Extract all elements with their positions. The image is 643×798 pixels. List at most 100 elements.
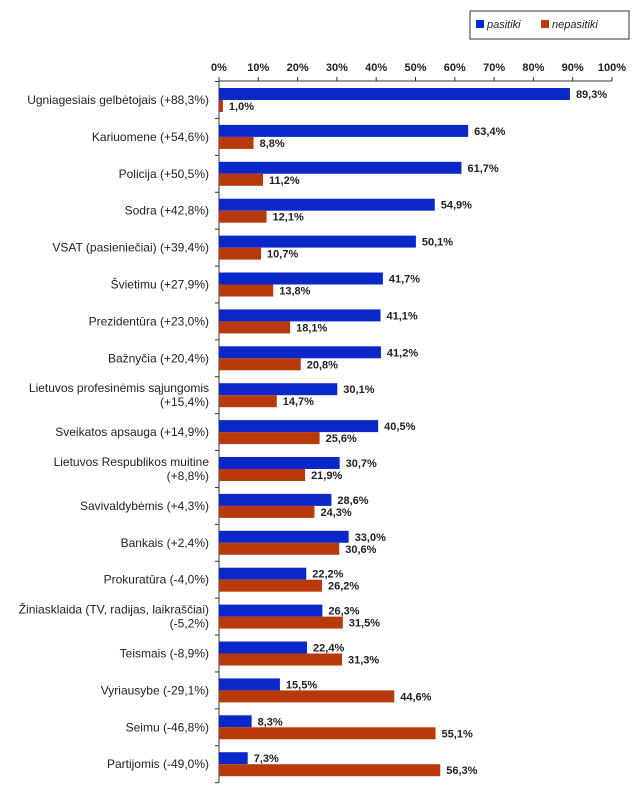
- x-tick-label: 40%: [365, 62, 387, 74]
- category-label: Prezidentūra (+23,0%): [89, 314, 209, 328]
- x-tick-label: 60%: [444, 62, 466, 74]
- data-label-pasitiki: 33,0%: [355, 532, 386, 544]
- bar-nepasitiki: [219, 579, 322, 592]
- data-label-nepasitiki: 25,6%: [326, 433, 357, 445]
- bar-pasitiki: [219, 604, 323, 617]
- bar-pasitiki: [219, 420, 379, 433]
- bar-nepasitiki: [219, 432, 320, 445]
- data-label-pasitiki: 22,4%: [313, 643, 344, 655]
- bar-pasitiki: [219, 567, 307, 580]
- category-label: VSAT (pasieniečiai) (+39,4%): [52, 241, 209, 255]
- bar-pasitiki: [219, 346, 381, 359]
- bar-nepasitiki: [219, 173, 264, 186]
- legend-label-nepasitiki: nepasitiki: [552, 19, 598, 31]
- category-label: Žiniasklaida (TV, radijas, laikraščiai): [19, 602, 209, 617]
- category-label: (-5,2%): [170, 617, 209, 631]
- bar-pasitiki: [219, 309, 381, 322]
- bar-nepasitiki: [219, 284, 274, 297]
- data-label-pasitiki: 28,6%: [337, 495, 368, 507]
- data-label-nepasitiki: 24,3%: [320, 507, 351, 519]
- data-label-nepasitiki: 26,2%: [328, 581, 359, 593]
- x-tick-label: 30%: [326, 62, 348, 74]
- data-label-pasitiki: 54,9%: [441, 200, 472, 212]
- x-tick-label: 0%: [211, 62, 227, 74]
- x-tick-label: 10%: [247, 62, 269, 74]
- category-label: Sveikatos apsauga (+14,9%): [55, 425, 209, 439]
- bar-nepasitiki: [219, 358, 301, 371]
- data-label-pasitiki: 7,3%: [254, 753, 279, 765]
- legend-box: [469, 10, 630, 40]
- category-label: Švietimu (+27,9%): [111, 277, 209, 292]
- data-label-pasitiki: 30,7%: [346, 458, 377, 470]
- x-tick-label: 100%: [598, 62, 626, 74]
- x-tick-label: 80%: [522, 62, 544, 74]
- category-label: Partijomis (-49,0%): [107, 757, 209, 771]
- data-label-nepasitiki: 12,1%: [273, 212, 304, 224]
- category-label: Teismais (-8,9%): [120, 647, 209, 661]
- bar-nepasitiki: [219, 321, 291, 334]
- x-tick-label: 70%: [483, 62, 505, 74]
- bar-pasitiki: [219, 198, 435, 211]
- bar-pasitiki: [219, 641, 308, 654]
- bar-pasitiki: [219, 383, 338, 396]
- x-tick-label: 90%: [562, 62, 584, 74]
- data-label-pasitiki: 22,2%: [312, 569, 343, 581]
- data-label-nepasitiki: 18,1%: [296, 322, 327, 334]
- bar-pasitiki: [219, 493, 332, 506]
- bar-nepasitiki: [219, 653, 343, 666]
- category-label: (+15,4%): [160, 395, 209, 409]
- bar-nepasitiki: [219, 395, 277, 408]
- category-label: Lietuvos profesinėmis sąjungomis: [29, 381, 209, 395]
- bar-nepasitiki: [219, 616, 343, 629]
- x-tick-label: 20%: [287, 62, 309, 74]
- bar-nepasitiki: [219, 469, 306, 481]
- category-label: Kariuomene (+54,6%): [92, 130, 209, 144]
- data-label-nepasitiki: 11,2%: [269, 175, 300, 187]
- data-label-nepasitiki: 10,7%: [267, 249, 298, 261]
- data-label-pasitiki: 41,7%: [389, 274, 420, 286]
- category-label: Sodra (+42,8%): [125, 204, 209, 218]
- legend-swatch-nepasitiki: [541, 20, 549, 28]
- bar-nepasitiki: [219, 247, 262, 260]
- data-label-nepasitiki: 20,8%: [307, 359, 338, 371]
- category-label: (+8,8%): [167, 469, 209, 483]
- bar-nepasitiki: [219, 100, 223, 112]
- data-label-nepasitiki: 1,0%: [229, 101, 254, 113]
- data-label-pasitiki: 26,3%: [328, 606, 359, 618]
- bar-pasitiki: [219, 457, 340, 469]
- data-label-nepasitiki: 31,3%: [348, 655, 379, 667]
- bar-pasitiki: [219, 272, 383, 285]
- bar-pasitiki: [219, 752, 248, 765]
- data-label-nepasitiki: 31,5%: [349, 618, 380, 630]
- bar-nepasitiki: [219, 764, 441, 777]
- data-label-nepasitiki: 8,8%: [260, 138, 285, 150]
- x-tick-label: 50%: [404, 62, 426, 74]
- data-label-nepasitiki: 44,6%: [400, 691, 431, 703]
- data-label-nepasitiki: 55,1%: [442, 728, 473, 740]
- data-label-pasitiki: 30,1%: [343, 384, 374, 396]
- data-label-pasitiki: 41,2%: [387, 347, 418, 359]
- bar-nepasitiki: [219, 542, 340, 555]
- category-label: Seimu (-46,8%): [126, 720, 209, 734]
- bar-nepasitiki: [219, 210, 267, 223]
- data-label-nepasitiki: 30,6%: [345, 544, 376, 556]
- category-label: Policija (+50,5%): [119, 167, 209, 181]
- bar-nepasitiki: [219, 136, 254, 149]
- data-label-nepasitiki: 13,8%: [279, 286, 310, 298]
- category-label: Savivaldybėmis (+4,3%): [80, 499, 209, 513]
- category-label: Bažnyčia (+20,4%): [108, 351, 209, 365]
- category-label: Vyriausybe (-29,1%): [101, 683, 209, 697]
- category-label: Ugniagesiais gelbėtojais (+88,3%): [27, 93, 209, 107]
- bar-nepasitiki: [219, 690, 395, 703]
- legend-swatch-pasitiki: [476, 20, 484, 28]
- data-label-nepasitiki: 14,7%: [283, 396, 314, 408]
- category-label: Lietuvos Respublikos muitine: [54, 455, 210, 469]
- data-label-pasitiki: 40,5%: [384, 421, 415, 433]
- data-label-pasitiki: 50,1%: [422, 237, 453, 249]
- bar-pasitiki: [219, 88, 570, 100]
- bar-pasitiki: [219, 124, 469, 137]
- category-label: Prokuratūra (-4,0%): [104, 573, 209, 587]
- bar-pasitiki: [219, 715, 252, 728]
